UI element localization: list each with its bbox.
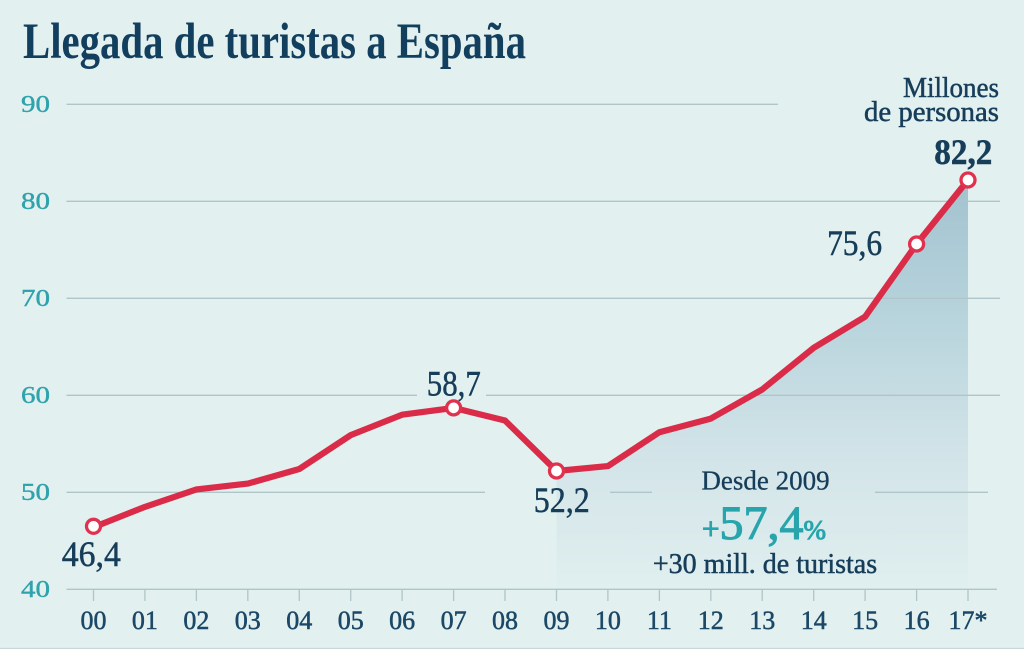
svg-text:60: 60 <box>21 383 50 409</box>
svg-text:00: 00 <box>81 606 107 635</box>
svg-text:14: 14 <box>801 606 827 635</box>
svg-text:Llegada de turistas a España: Llegada de turistas a España <box>23 14 526 70</box>
svg-text:58,7: 58,7 <box>427 364 481 404</box>
svg-text:02: 02 <box>183 606 209 635</box>
svg-text:09: 09 <box>544 606 570 635</box>
svg-text:12: 12 <box>698 606 724 635</box>
svg-text:+30 mill. de turistas: +30 mill. de turistas <box>653 549 877 580</box>
svg-text:04: 04 <box>286 606 312 635</box>
svg-text:16: 16 <box>904 606 930 635</box>
svg-text:46,4: 46,4 <box>62 534 121 574</box>
svg-text:Millones: Millones <box>903 73 999 104</box>
svg-text:15: 15 <box>852 606 878 635</box>
svg-text:80: 80 <box>21 189 50 215</box>
svg-text:de personas: de personas <box>864 97 999 128</box>
svg-text:10: 10 <box>595 606 621 635</box>
svg-text:13: 13 <box>749 606 775 635</box>
svg-text:07: 07 <box>441 606 467 635</box>
svg-text:52,2: 52,2 <box>534 480 590 520</box>
svg-text:82,2: 82,2 <box>934 132 992 172</box>
svg-text:75,6: 75,6 <box>827 223 882 263</box>
svg-text:Desde 2009: Desde 2009 <box>701 465 829 495</box>
svg-text:01: 01 <box>132 606 158 635</box>
svg-text:70: 70 <box>21 286 50 312</box>
svg-text:11: 11 <box>647 606 672 635</box>
svg-text:03: 03 <box>235 606 261 635</box>
svg-text:06: 06 <box>389 606 415 635</box>
svg-text:50: 50 <box>21 480 50 506</box>
svg-text:40: 40 <box>21 577 50 603</box>
svg-text:17*: 17* <box>949 606 988 635</box>
svg-text:+57,4%: +57,4% <box>702 497 826 550</box>
svg-text:08: 08 <box>492 606 518 635</box>
svg-text:05: 05 <box>338 606 364 635</box>
svg-text:90: 90 <box>21 92 50 118</box>
